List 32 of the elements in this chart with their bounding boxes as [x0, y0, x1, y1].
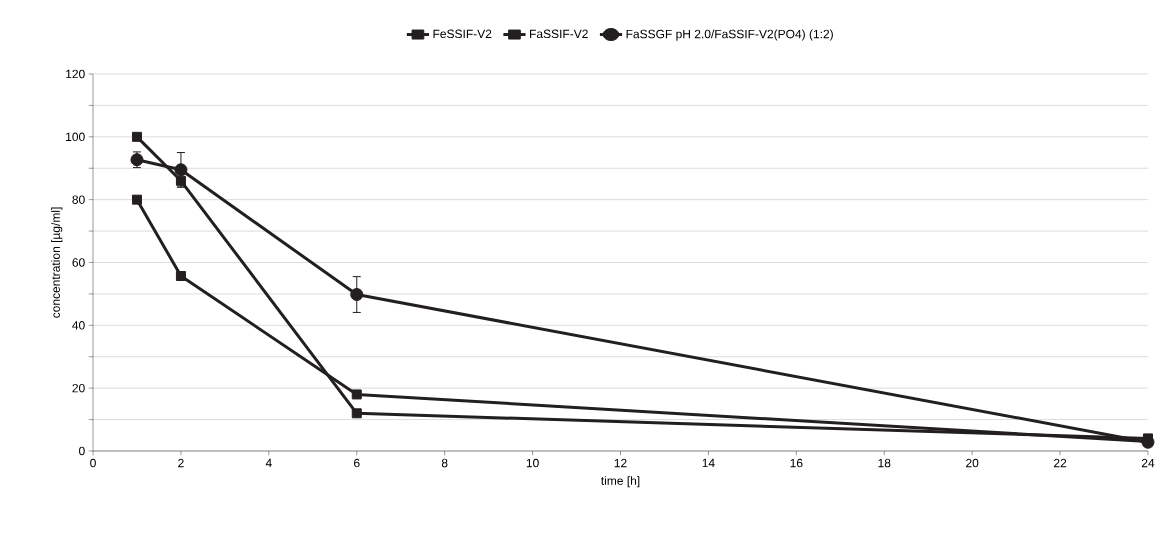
x-tick-label: 18	[878, 458, 891, 468]
x-tick-label: 8	[441, 458, 448, 468]
y-tick-label: 100	[66, 132, 85, 142]
x-tick-label: 6	[354, 458, 360, 468]
point	[175, 271, 186, 281]
x-axis-title: time [h]	[601, 476, 640, 488]
x-tick-label: 0	[90, 458, 96, 468]
x-tick-label: 12	[614, 458, 627, 468]
point	[131, 194, 142, 205]
y-tick-label: 0	[79, 446, 85, 456]
x-tick-label: 16	[790, 458, 803, 468]
x-tick-label: 22	[1053, 458, 1067, 468]
y-tick-label: 40	[72, 321, 85, 330]
x-tick-label: 10	[526, 458, 539, 468]
x-tick-label: 14	[702, 458, 715, 468]
point	[174, 163, 188, 177]
legend-label: FaSSIF-V2	[530, 29, 588, 39]
legend-label: FeSSIF-V2	[433, 29, 492, 39]
x-tick-label: 20	[966, 458, 979, 468]
y-axis-title: concentration [µg/ml]	[51, 207, 63, 318]
point	[131, 131, 142, 142]
x-tick-label: 2	[178, 458, 184, 468]
y-tick-label: 60	[72, 258, 85, 267]
point	[351, 389, 362, 400]
legend-label: FaSSGF pH 2.0/FaSSIF-V2(PO4) (1:2)	[626, 29, 833, 41]
y-tick-label: 80	[72, 195, 85, 204]
x-tick-label: 24	[1141, 458, 1155, 468]
x-tick-label: 4	[265, 458, 272, 468]
y-tick-label: 20	[72, 383, 85, 393]
y-tick-label: 120	[66, 69, 85, 79]
point	[351, 408, 362, 419]
point	[350, 288, 364, 302]
